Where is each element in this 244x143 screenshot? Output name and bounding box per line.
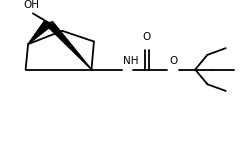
Polygon shape: [28, 21, 53, 44]
Polygon shape: [45, 22, 92, 69]
Text: O: O: [169, 56, 177, 66]
Text: NH: NH: [123, 56, 139, 66]
Text: O: O: [142, 31, 151, 41]
Text: OH: OH: [24, 0, 40, 10]
